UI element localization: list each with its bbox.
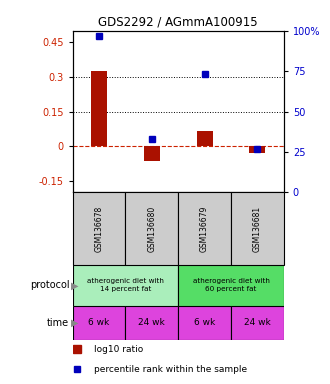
Bar bbox=[231, 306, 284, 340]
Text: log10 ratio: log10 ratio bbox=[94, 344, 143, 354]
Bar bbox=[231, 192, 284, 265]
Bar bbox=[73, 306, 125, 340]
Text: GSM136681: GSM136681 bbox=[253, 206, 262, 252]
Text: 6 wk: 6 wk bbox=[88, 318, 110, 327]
Text: 24 wk: 24 wk bbox=[138, 318, 165, 327]
Bar bbox=[178, 265, 284, 306]
Text: 6 wk: 6 wk bbox=[194, 318, 215, 327]
Bar bbox=[249, 146, 265, 153]
Text: atherogenic diet with
14 percent fat: atherogenic diet with 14 percent fat bbox=[87, 278, 164, 292]
Text: GSM136678: GSM136678 bbox=[94, 206, 104, 252]
Bar bbox=[178, 306, 231, 340]
Bar bbox=[73, 265, 178, 306]
Text: time: time bbox=[47, 318, 69, 328]
Text: percentile rank within the sample: percentile rank within the sample bbox=[94, 364, 247, 374]
Text: ▶: ▶ bbox=[71, 318, 79, 328]
Text: ▶: ▶ bbox=[71, 280, 79, 290]
Title: GDS2292 / AGmmA100915: GDS2292 / AGmmA100915 bbox=[98, 15, 258, 28]
Bar bbox=[144, 146, 160, 161]
Bar bbox=[91, 71, 107, 146]
Bar bbox=[125, 192, 178, 265]
Text: GSM136680: GSM136680 bbox=[147, 206, 156, 252]
Text: 24 wk: 24 wk bbox=[244, 318, 271, 327]
Text: protocol: protocol bbox=[30, 280, 69, 290]
Bar bbox=[73, 192, 125, 265]
Text: GSM136679: GSM136679 bbox=[200, 205, 209, 252]
Bar bbox=[125, 306, 178, 340]
Text: atherogenic diet with
60 percent fat: atherogenic diet with 60 percent fat bbox=[193, 278, 269, 292]
Bar bbox=[197, 131, 213, 146]
Bar bbox=[178, 192, 231, 265]
